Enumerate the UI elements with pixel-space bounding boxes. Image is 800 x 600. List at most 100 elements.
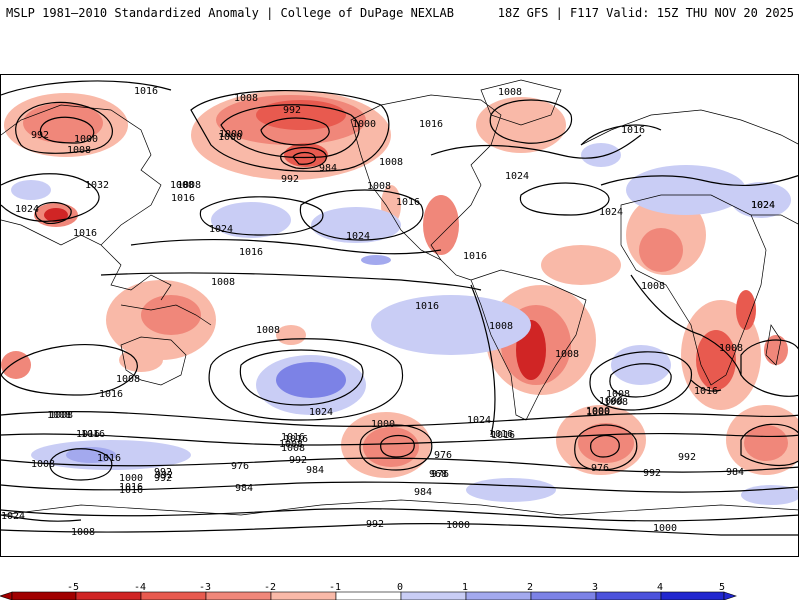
- contour-label: 1008: [71, 527, 95, 538]
- anomaly-arabia: [731, 182, 791, 218]
- contour-label: 1000: [74, 134, 98, 145]
- colorbar-segment: [11, 591, 77, 600]
- isobar-1024-ne-pacific: [299, 189, 424, 241]
- contour-label: 1024: [467, 415, 491, 426]
- contour-label: 1008: [170, 180, 194, 191]
- colorbar-tick-label: 4: [657, 582, 663, 593]
- colorbar-segments: [0, 591, 737, 600]
- map-title: MSLP 1981–2010 Standardized Anomaly | Co…: [6, 6, 454, 20]
- isobar-goa-inner: [292, 151, 316, 165]
- contour-label: 1008: [719, 343, 743, 354]
- contour-label: 1016: [415, 301, 439, 312]
- anomaly-e-atlantic: [541, 245, 621, 285]
- isobar-1016-natl: [430, 134, 642, 159]
- colorbar-segment: [595, 591, 662, 600]
- contour-label: 1016: [281, 432, 305, 443]
- contour-label: 992: [366, 519, 384, 530]
- contour-label: 1008: [604, 397, 628, 408]
- contour-label: 1008: [599, 396, 623, 407]
- contour-label: 1016: [134, 86, 158, 97]
- colorbar-arrow-right: [723, 591, 737, 600]
- isobar-s-ocean-4: [1, 481, 798, 493]
- contour-label: 1008: [234, 93, 258, 104]
- contour-label: 1008: [641, 281, 665, 292]
- contour-labels: 1016 992 1000 1008 1008 992 1000 1000 10…: [1, 86, 775, 538]
- isobar-1016-npac: [130, 238, 442, 255]
- isobar-1008-nw-europe: [580, 124, 662, 146]
- isobar-1024-pacific: [199, 196, 324, 236]
- contour-label: 1008: [498, 87, 522, 98]
- contour-label: 1016: [489, 429, 513, 440]
- isobar-bering-outer: [190, 89, 390, 172]
- contour-label: 1016: [491, 430, 515, 441]
- colorbar-tick-label: -5: [67, 582, 79, 593]
- isobar-1024-indian: [740, 339, 798, 397]
- isobar-s-ocean-3: [1, 457, 798, 473]
- colorbar-segment: [660, 591, 725, 600]
- contour-label: 1000: [219, 129, 243, 140]
- coast-australia: [120, 336, 187, 386]
- colorbar-segment: [75, 591, 142, 600]
- contour-label: 1008: [379, 157, 403, 168]
- positive-anomaly-fills: [11, 143, 798, 505]
- contour-label: 992: [154, 467, 172, 478]
- contour-label: 1008: [281, 443, 305, 454]
- contour-label: 1016: [97, 453, 121, 464]
- anomaly-tibet-core: [44, 208, 68, 222]
- anomaly-us-southwest: [423, 195, 459, 255]
- isobar-1024-bottom: [1, 514, 82, 522]
- contour-label: 1024: [751, 200, 775, 211]
- anomaly-nw-pacific-core: [23, 103, 103, 143]
- colorbar-tick-label: -1: [329, 582, 341, 593]
- negative-anomaly-fills: [1, 90, 798, 478]
- contour-label: 976: [434, 450, 452, 461]
- contour-label: 1024: [15, 204, 39, 215]
- isobar-976-sepac: [359, 424, 433, 471]
- colorbar-tick-label: 5: [719, 582, 725, 593]
- anomaly-e-pacific: [371, 295, 531, 355]
- isobar-s-ocean-2: [1, 432, 798, 446]
- isobar-n-1016-west: [1, 80, 172, 96]
- map-panel[interactable]: 1016 992 1000 1008 1008 992 1000 1000 10…: [0, 74, 799, 557]
- isobar-968-satl: [590, 434, 620, 458]
- anomaly-n-africa-core: [639, 228, 683, 272]
- anomaly-map: 1016 992 1000 1008 1008 992 1000 1000 10…: [1, 79, 798, 538]
- contour-label: 1024: [751, 200, 775, 211]
- contour-label: 1000: [352, 119, 376, 130]
- isobar-tibet-low: [34, 201, 72, 225]
- anomaly-madagascar: [764, 335, 788, 365]
- colorbar-segment: [335, 591, 402, 600]
- contour-label: 992: [283, 105, 301, 116]
- contour-label: 984: [306, 465, 324, 476]
- coast-s-america: [470, 269, 587, 421]
- contour-label: 1008: [256, 325, 280, 336]
- coast-europe: [580, 109, 798, 146]
- isobar-1016-satl: [589, 351, 692, 411]
- anomaly-s-atlantic-core: [578, 423, 634, 463]
- contour-label: 984: [726, 467, 744, 478]
- coast-arabia: [751, 214, 798, 225]
- coast-central-america: [440, 259, 472, 281]
- contour-label: 1008: [67, 145, 91, 156]
- colorbar-svg: -5 -4 -3 -2 -1 0 1 2 3 4 5: [0, 582, 737, 600]
- contour-label: 1000: [371, 419, 395, 430]
- anomaly-indian-ocean: [1, 351, 31, 379]
- contour-label: 1008: [47, 410, 71, 421]
- isobar-1024-spac: [239, 349, 364, 406]
- contour-label: 1016: [99, 389, 123, 400]
- isobar-1024-satl: [609, 363, 672, 398]
- anomaly-s-pacific-small: [276, 325, 306, 345]
- colorbar-tick-label: -2: [264, 582, 276, 593]
- contour-label: 992: [678, 452, 696, 463]
- anomaly-s-indian-core: [744, 425, 788, 461]
- contour-label: 992: [155, 470, 173, 481]
- contour-label: 1000: [586, 407, 610, 418]
- colorbar-tick-label: 1: [462, 582, 468, 593]
- contour-label: 1024: [309, 407, 333, 418]
- contour-label: 976: [431, 469, 449, 480]
- colorbar-tick-label: 2: [527, 582, 533, 593]
- isobar-1000-natl: [489, 99, 573, 144]
- isobar-1016-africa: [690, 379, 722, 392]
- contour-label: 1024: [346, 231, 370, 242]
- isobar-1000-sw: [49, 448, 113, 481]
